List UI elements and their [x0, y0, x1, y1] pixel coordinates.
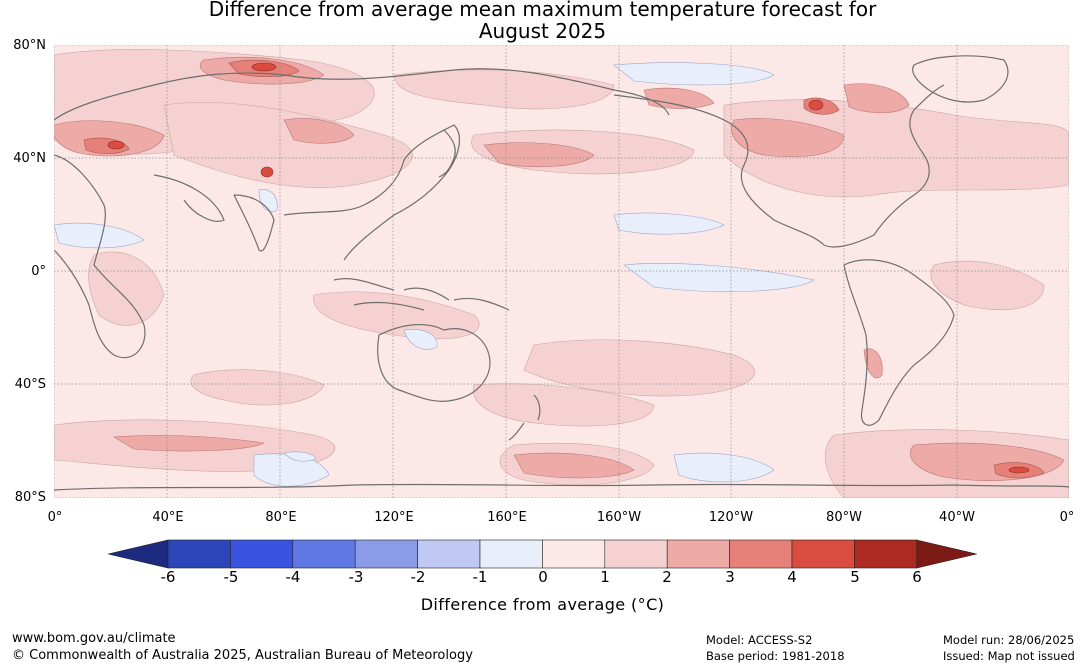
- lon-label-40w: 40°W: [939, 510, 975, 525]
- graticule: [54, 45, 1069, 498]
- lat-label-80n: 80°N: [13, 38, 46, 53]
- lon-label-120e: 120°E: [374, 510, 414, 525]
- lat-label-80s: 80°S: [14, 490, 46, 505]
- forecast-map[interactable]: [54, 45, 1069, 498]
- colorbar-swatch: [417, 539, 481, 569]
- colorbar-extend-high: [916, 539, 977, 569]
- colorbar-swatches: [108, 539, 977, 569]
- lat-label-0: 0°: [31, 264, 46, 279]
- base-period: Base period: 1981-2018: [706, 649, 845, 663]
- colorbar-tick-0: 0: [538, 568, 548, 586]
- colorbar-tick-neg2: -2: [410, 568, 426, 586]
- anomaly-band-4-5: [107, 62, 1030, 474]
- map-title-line-2: August 2025: [478, 19, 607, 43]
- lon-label-80e: 80°E: [265, 510, 297, 525]
- colorbar-swatch: [791, 539, 855, 569]
- colorbar-extend-low: [108, 539, 169, 569]
- lat-label-40n: 40°N: [13, 151, 46, 166]
- lon-label-0-right: 0°: [1059, 510, 1075, 525]
- colorbar-label: Difference from average (°C): [420, 595, 665, 614]
- colorbar-swatch: [604, 539, 668, 569]
- colorbar-tick-neg4: -4: [285, 568, 301, 586]
- coastlines: [54, 55, 1069, 491]
- lon-label-40e: 40°E: [152, 510, 184, 525]
- copyright-notice: © Commonwealth of Australia 2025, Austra…: [12, 648, 473, 663]
- colorbar-tick-6: 6: [912, 568, 922, 586]
- lon-label-80w: 80°W: [826, 510, 862, 525]
- map-title-line-1: Difference from average mean maximum tem…: [208, 0, 877, 21]
- lon-label-0: 0°: [47, 510, 63, 525]
- colorbar-tick-neg3: -3: [348, 568, 364, 586]
- anomaly-band-1-2: [54, 49, 1069, 498]
- website-link[interactable]: www.bom.gov.au/climate: [12, 631, 176, 646]
- lon-label-160e: 160°E: [487, 510, 527, 525]
- colorbar-tick-neg1: -1: [472, 568, 488, 586]
- lon-label-160w: 160°W: [596, 510, 642, 525]
- lon-label-120w: 120°W: [708, 510, 754, 525]
- colorbar-tick-neg5: -5: [223, 568, 239, 586]
- map-frame: [54, 45, 1069, 498]
- issued-status: Issued: Map not issued: [943, 649, 1075, 663]
- colorbar-swatch: [167, 539, 231, 569]
- colorbar-swatch: [479, 539, 543, 569]
- forecast-map-svg: [54, 45, 1069, 498]
- colorbar-swatch: [542, 539, 606, 569]
- colorbar-tick-3: 3: [725, 568, 735, 586]
- colorbar-swatch: [729, 539, 793, 569]
- colorbar-swatch: [292, 539, 356, 569]
- colorbar-tick-4: 4: [787, 568, 797, 586]
- colorbar-tick-neg6: -6: [160, 568, 176, 586]
- colorbar: [108, 539, 977, 569]
- colorbar-tick-5: 5: [850, 568, 860, 586]
- model-name: Model: ACCESS-S2: [706, 633, 813, 647]
- model-run-date: Model run: 28/06/2025: [943, 633, 1075, 647]
- colorbar-swatch: [354, 539, 418, 569]
- anomaly-band-neg1-0: [54, 62, 815, 487]
- colorbar-tick-2: 2: [662, 568, 672, 586]
- colorbar-tick-1: 1: [600, 568, 610, 586]
- colorbar-swatch: [230, 539, 294, 569]
- lat-label-40s: 40°S: [14, 377, 46, 392]
- colorbar-swatch: [666, 539, 730, 569]
- colorbar-swatch: [854, 539, 918, 569]
